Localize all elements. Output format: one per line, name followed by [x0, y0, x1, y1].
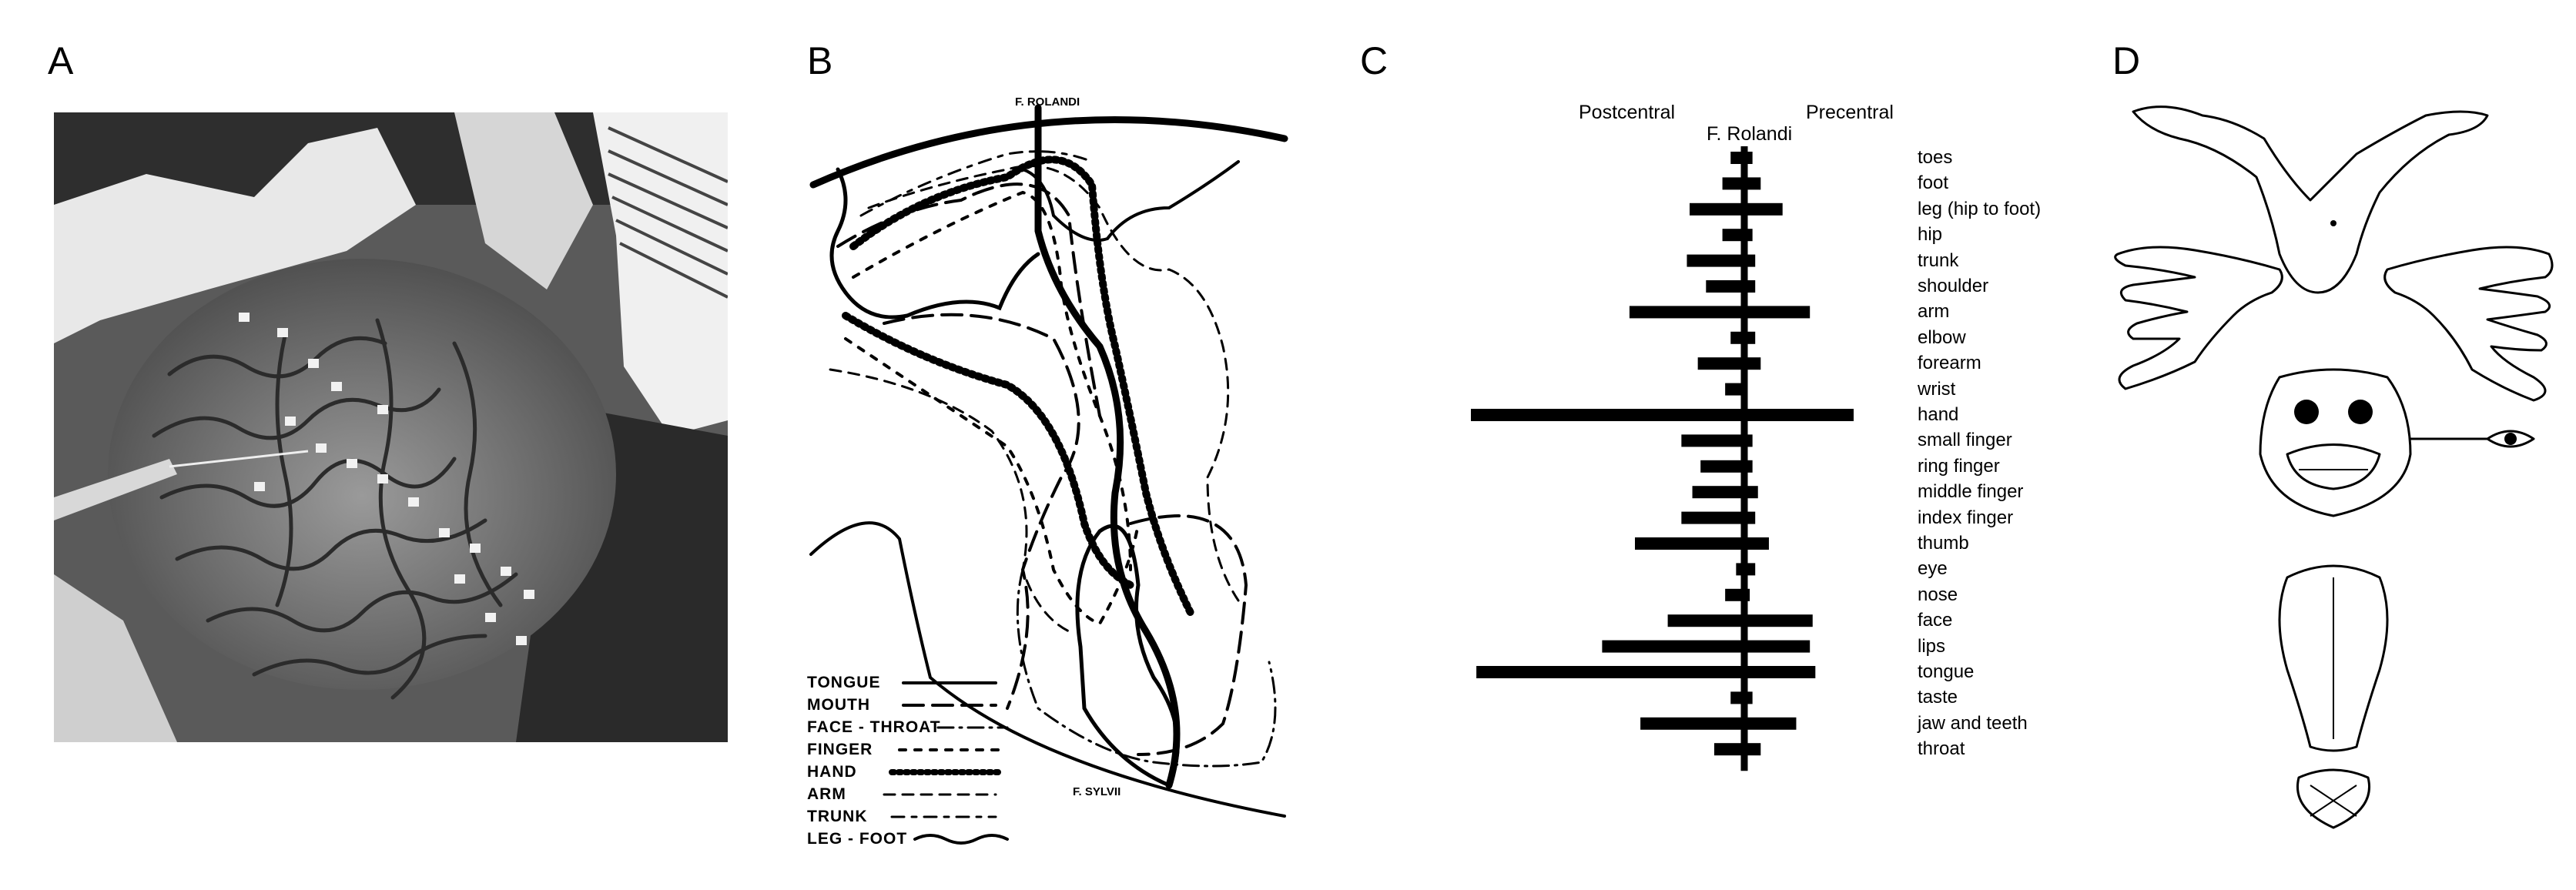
- category-label: ring finger: [1918, 455, 2000, 477]
- bar-precentral-6: [1744, 306, 1811, 319]
- category-label: shoulder: [1918, 276, 1989, 296]
- category-label: tongue: [1918, 661, 1975, 682]
- bar-postcentral-20: [1476, 666, 1744, 678]
- bar-precentral-12: [1744, 460, 1753, 473]
- bar-precentral-20: [1744, 666, 1816, 678]
- bar-postcentral-2: [1690, 202, 1744, 216]
- bar-precentral-14: [1744, 511, 1756, 524]
- category-label: hip: [1918, 224, 1943, 246]
- column-label-precentral: Precentral: [1806, 102, 1894, 123]
- bar-postcentral-12: [1700, 460, 1744, 473]
- bar-precentral-2: [1744, 202, 1783, 216]
- bar-postcentral-8: [1697, 357, 1744, 370]
- category-label: wrist: [1918, 378, 1956, 400]
- column-label-rolandi: F. Rolandi: [1707, 123, 1793, 145]
- category-label: jaw and teeth: [1918, 712, 2028, 734]
- cortical-map-lines: [809, 104, 1288, 845]
- category-label: elbow: [1918, 326, 1966, 348]
- homunculus-drawing: [2114, 105, 2554, 829]
- bar-precentral-22: [1744, 717, 1797, 730]
- bar-postcentral-10: [1471, 409, 1744, 421]
- category-label: face: [1918, 610, 1953, 631]
- bar-postcentral-21: [1730, 691, 1744, 704]
- category-label: thumb: [1918, 533, 1969, 554]
- rolandi-fissure-label: F. ROLANDI: [1015, 95, 1080, 109]
- bar-precentral-23: [1744, 743, 1761, 756]
- legend-label-dash-cross: ARM: [807, 785, 846, 803]
- legend-label-long-dash: MOUTH: [807, 696, 870, 714]
- bar-postcentral-17: [1725, 588, 1744, 601]
- bar-precentral-18: [1744, 614, 1813, 627]
- bar-postcentral-15: [1635, 537, 1744, 550]
- category-label: taste: [1918, 687, 1958, 708]
- category-label: trunk: [1918, 249, 1959, 271]
- bar-precentral-16: [1744, 563, 1756, 576]
- bar-postcentral-18: [1667, 614, 1744, 627]
- bar-postcentral-16: [1736, 563, 1744, 576]
- bar-precentral-11: [1744, 434, 1753, 447]
- legend-label-circles: FINGER: [807, 741, 873, 758]
- bar-postcentral-1: [1722, 177, 1744, 190]
- column-label-postcentral: Postcentral: [1579, 102, 1676, 123]
- category-label: lips: [1918, 635, 1946, 657]
- bar-precentral-3: [1744, 229, 1753, 242]
- bar-postcentral-6: [1629, 306, 1744, 319]
- bar-postcentral-19: [1602, 640, 1744, 653]
- category-label: small finger: [1918, 430, 2012, 451]
- bar-postcentral-5: [1706, 280, 1744, 293]
- bar-precentral-0: [1744, 152, 1753, 164]
- bar-postcentral-14: [1681, 511, 1744, 524]
- bar-postcentral-7: [1730, 331, 1744, 344]
- category-label: eye: [1918, 558, 1948, 580]
- category-label: forearm: [1918, 353, 1981, 374]
- legend-label-dash-dot: FACE - THROAT: [807, 718, 941, 736]
- legend-label-solid: TONGUE: [807, 674, 881, 691]
- legend-label-dash-circle: TRUNK: [807, 808, 868, 825]
- category-label: middle finger: [1918, 481, 2024, 503]
- bar-precentral-15: [1744, 537, 1769, 550]
- bar-postcentral-0: [1730, 152, 1744, 164]
- bar-postcentral-11: [1681, 434, 1744, 447]
- category-label: foot: [1918, 172, 1949, 194]
- bar-precentral-10: [1744, 409, 1854, 421]
- bar-precentral-5: [1744, 280, 1756, 293]
- bar-postcentral-3: [1722, 229, 1744, 242]
- bar-precentral-19: [1744, 640, 1811, 653]
- category-label: toes: [1918, 147, 1953, 168]
- bar-postcentral-13: [1692, 486, 1744, 499]
- category-label: leg (hip to foot): [1918, 198, 2042, 219]
- surgical-photo: [54, 112, 728, 742]
- bar-postcentral-23: [1713, 743, 1744, 756]
- bar-postcentral-4: [1687, 254, 1744, 267]
- panel-label-c: C: [1360, 39, 1388, 82]
- category-label: hand: [1918, 404, 1959, 425]
- legend-label-wavy: LEG - FOOT: [807, 830, 908, 848]
- panel-label-d: D: [2112, 39, 2141, 82]
- localization-bar-chart: Postcentral F. Rolandi Precentral toes fo…: [1348, 85, 2087, 808]
- panel-label-a: A: [48, 39, 74, 82]
- cortical-map-drawing: F. ROLANDI F. SYLVII TONGUE MOUTH FACE - T…: [807, 92, 1300, 848]
- bar-precentral-7: [1744, 331, 1756, 344]
- surgical-photo-drawing: [54, 112, 728, 742]
- panel-label-b: B: [807, 39, 833, 82]
- bar-precentral-1: [1744, 177, 1761, 190]
- bar-precentral-21: [1744, 691, 1753, 704]
- bar-precentral-4: [1744, 254, 1756, 267]
- bar-postcentral-22: [1640, 717, 1744, 730]
- bar-precentral-13: [1744, 486, 1758, 499]
- legend-label-dotted: HAND: [807, 763, 857, 781]
- chart-plot-area: [1471, 146, 1854, 771]
- category-label: throat: [1918, 738, 1965, 760]
- bar-precentral-17: [1744, 588, 1750, 601]
- sylvian-fissure-label: F. SYLVII: [1073, 785, 1121, 798]
- category-label: index finger: [1918, 507, 2014, 528]
- category-label: nose: [1918, 584, 1958, 605]
- bar-precentral-9: [1744, 383, 1747, 396]
- bar-precentral-8: [1744, 357, 1761, 370]
- homunculus-sketches: [2102, 85, 2564, 855]
- category-label: arm: [1918, 301, 1950, 323]
- bar-postcentral-9: [1725, 383, 1744, 396]
